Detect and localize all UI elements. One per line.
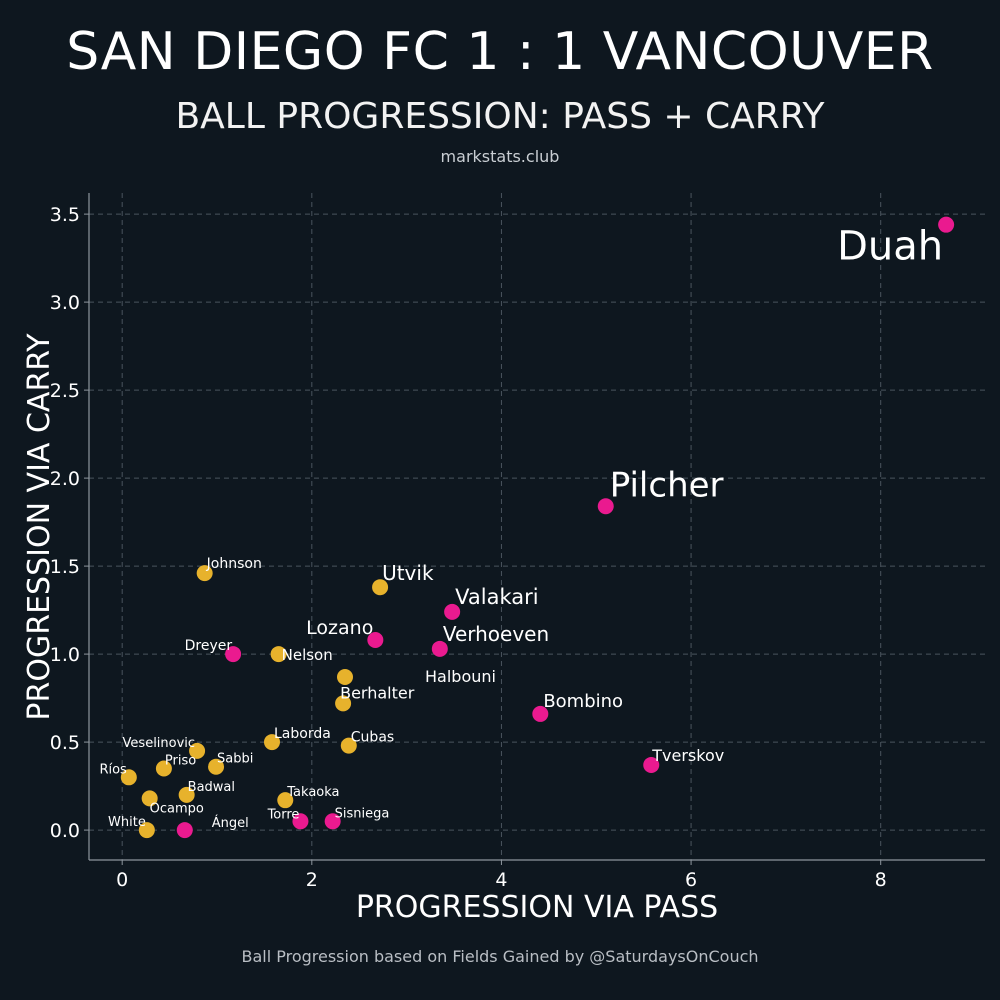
tick-labels: 0 2 4 6 8 0.0 0.5 1.0 1.5 2.0 2.5 3.0 3.5	[50, 204, 887, 891]
x-tick-label: 4	[495, 869, 507, 891]
x-tick-label: 6	[685, 869, 697, 891]
data-point	[431, 640, 448, 657]
data-point	[155, 760, 172, 777]
x-axis-label: PROGRESSION VIA PASS	[356, 890, 718, 925]
point-label: Badwal	[188, 780, 235, 795]
data-point	[189, 742, 206, 759]
point-label: Utvik	[382, 561, 434, 585]
point-label: Valakari	[455, 585, 538, 609]
y-tick-label: 2.0	[50, 468, 80, 490]
axes	[84, 193, 985, 865]
data-point	[444, 603, 461, 620]
grid	[89, 193, 985, 860]
point-label: Halbouni	[425, 667, 496, 686]
y-tick-label: 0.5	[50, 732, 80, 754]
point-label: Sisniega	[335, 806, 390, 821]
chart-title: SAN DIEGO FC 1 : 1 VANCOUVER	[66, 22, 934, 82]
data-points	[120, 216, 955, 839]
data-point	[292, 813, 309, 830]
point-label: Pilcher	[610, 465, 724, 505]
point-label: Priso	[165, 753, 196, 768]
chart-subtitle: BALL PROGRESSION: PASS + CARRY	[175, 96, 825, 137]
x-tick-label: 2	[306, 869, 318, 891]
data-point	[643, 756, 660, 773]
point-label: Laborda	[274, 726, 331, 742]
data-point	[340, 737, 357, 754]
data-point	[372, 579, 389, 596]
data-point	[141, 790, 158, 807]
y-tick-label: 2.5	[50, 380, 80, 402]
data-point	[178, 786, 195, 803]
point-label: Bombino	[543, 691, 623, 712]
point-label: Veselinovic	[123, 736, 196, 751]
data-point	[277, 792, 294, 809]
data-point	[324, 813, 341, 830]
data-point	[367, 632, 384, 649]
point-label: Ocampo	[150, 801, 204, 816]
point-label: Berhalter	[340, 683, 415, 702]
point-label: Ángel	[212, 815, 249, 831]
point-labels: Johnson Utvik Nelson Halbouni Berhalter Labor…	[99, 224, 943, 831]
point-label: Takaoka	[286, 785, 339, 800]
x-tick-label: 0	[116, 869, 128, 891]
data-point	[335, 695, 352, 712]
point-label: Tverskov	[651, 746, 724, 765]
point-label: Cubas	[351, 730, 394, 746]
data-point	[208, 758, 225, 775]
x-tick-label: 8	[875, 869, 887, 891]
data-point	[176, 822, 193, 839]
point-label: White	[108, 815, 146, 830]
point-label: Duah	[837, 224, 943, 270]
site-credit: markstats.club	[440, 147, 560, 166]
data-point	[263, 734, 280, 751]
point-label: Torre	[267, 807, 300, 822]
point-label: Lozano	[306, 617, 373, 639]
data-point	[270, 646, 287, 663]
data-point	[337, 668, 353, 685]
data-point	[532, 705, 549, 722]
point-label: Johnson	[206, 556, 262, 572]
y-tick-label: 3.5	[50, 204, 80, 226]
y-tick-label: 1.5	[50, 556, 80, 578]
point-label: Dreyer	[185, 638, 233, 654]
y-tick-label: 1.0	[50, 644, 80, 666]
y-tick-label: 3.0	[50, 292, 80, 314]
data-point	[196, 565, 213, 582]
data-point	[138, 822, 155, 839]
point-label: Nelson	[282, 646, 333, 664]
data-point	[120, 769, 137, 786]
point-label: Ríos	[99, 762, 127, 777]
point-label: Sabbi	[217, 752, 253, 767]
y-tick-label: 0.0	[50, 820, 80, 842]
data-point	[597, 498, 614, 515]
data-point	[938, 216, 955, 233]
y-axis-label: PROGRESSION VIA CARRY	[22, 333, 57, 721]
data-point	[225, 646, 242, 663]
footer-credit: Ball Progression based on Fields Gained …	[241, 947, 759, 966]
point-label: Verhoeven	[443, 622, 549, 646]
